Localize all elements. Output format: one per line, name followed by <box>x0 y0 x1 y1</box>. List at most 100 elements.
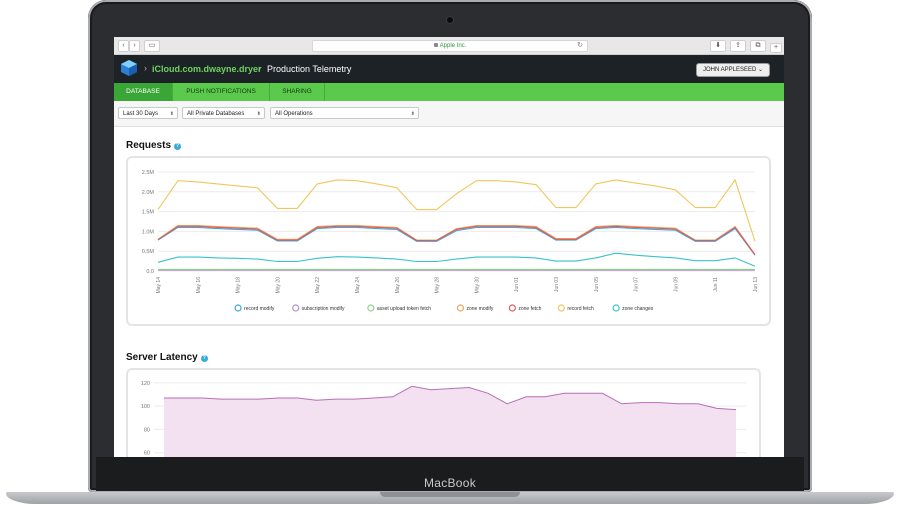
tab-database[interactable]: DATABASE <box>114 83 173 101</box>
reload-icon[interactable]: ↻ <box>577 42 583 49</box>
lock-icon <box>433 43 438 47</box>
forward-button[interactable]: › <box>129 40 140 52</box>
x-tick-label: Jun 05 <box>594 277 600 292</box>
latency-title: Server Latency? <box>126 352 208 363</box>
x-tick-label: Jun 11 <box>713 277 719 292</box>
requests-title: Requests? <box>126 140 182 151</box>
legend-label: zone changes <box>622 306 654 312</box>
database-select[interactable]: All Private Databases ⬍ <box>182 107 265 119</box>
x-tick-label: Jun 01 <box>514 277 520 292</box>
x-tick-label: Jun 13 <box>753 277 759 292</box>
legend-swatch <box>612 304 620 312</box>
breadcrumb-container[interactable]: iCloud.com.dwayne.dryer <box>152 64 262 74</box>
x-tick-label: May 24 <box>355 277 361 294</box>
legend-swatch <box>456 304 465 312</box>
x-tick-label: May 16 <box>196 277 202 294</box>
series-line <box>157 225 756 256</box>
cloudkit-logo-icon[interactable] <box>120 59 138 77</box>
filter-bar: Last 30 Days ⬍ All Private Databases ⬍ A… <box>114 101 784 127</box>
y-tick-label: 0.0 <box>146 269 154 275</box>
address-bar[interactable]: Apple Inc. ↻ <box>312 40 588 52</box>
date-range-select[interactable]: Last 30 Days ⬍ <box>118 107 178 119</box>
share-icon: ⇪ <box>735 42 741 49</box>
y-tick-label: 100 <box>141 404 150 410</box>
requests-title-text: Requests <box>126 140 172 151</box>
x-tick-label: May 26 <box>395 277 401 294</box>
sidebar-button[interactable]: ▭ <box>144 40 160 52</box>
y-tick-label: 0.5M <box>142 249 155 255</box>
tab-sharing[interactable]: SHARING <box>270 83 325 101</box>
x-tick-label: May 30 <box>474 277 480 294</box>
y-tick-label: 1.5M <box>142 210 155 216</box>
user-name: JOHN APPLESEED <box>702 67 757 73</box>
y-tick-label: 80 <box>144 427 150 433</box>
latency-line <box>164 385 737 411</box>
legend-label: subscription modify <box>302 306 345 312</box>
device-brand: MacBook <box>423 476 477 490</box>
legend-swatch <box>292 304 300 312</box>
requests-chart: 0.0 0.5M 1.0M 1.5M 2.0M 2.5M May 14 May 16 May … <box>142 170 759 312</box>
laptop-notch <box>380 492 520 497</box>
forward-icon: › <box>133 42 136 49</box>
screen: ‹ › ▭ Apple Inc. ↻ ⬇ ⇪ ⧉ + › iCloud.com.… <box>114 37 784 457</box>
tab-push-notifications[interactable]: PUSH NOTIFICATIONS <box>173 83 270 101</box>
help-icon[interactable]: ? <box>200 355 208 362</box>
x-tick-label: Jun 09 <box>673 277 679 292</box>
laptop-base <box>6 492 894 504</box>
tab-bar: DATABASE PUSH NOTIFICATIONS SHARING <box>114 83 784 101</box>
address-text: Apple Inc. <box>439 43 467 49</box>
series-line <box>157 226 756 256</box>
sidebar-icon: ▭ <box>148 42 156 49</box>
download-icon: ⬇ <box>715 42 721 49</box>
camera <box>447 17 453 23</box>
plus-icon: + <box>773 44 779 51</box>
app-header: › iCloud.com.dwayne.dryer › Production T… <box>114 55 784 83</box>
back-button[interactable]: ‹ <box>118 40 129 52</box>
latency-title-text: Server Latency <box>126 352 198 363</box>
bezel-bottom <box>96 457 804 491</box>
back-icon: ‹ <box>122 42 125 49</box>
date-range-value: Last 30 Days <box>123 111 159 117</box>
user-menu-button[interactable]: JOHN APPLESEED ⌄ <box>695 63 770 77</box>
chevron-down-icon: ⌄ <box>757 67 763 73</box>
operations-value: All Operations <box>275 111 313 117</box>
x-tick-label: May 18 <box>236 277 242 294</box>
new-tab-button[interactable]: + <box>770 43 782 53</box>
help-icon[interactable]: ? <box>174 143 182 150</box>
legend-swatch <box>557 304 565 312</box>
breadcrumb-separator: › <box>144 63 147 73</box>
latency-chart: 406080100120 <box>141 381 746 457</box>
select-arrows-icon: ⬍ <box>410 111 415 117</box>
download-button[interactable]: ⬇ <box>710 40 726 52</box>
browser-toolbar: ‹ › ▭ Apple Inc. ↻ ⬇ ⇪ ⧉ + <box>114 37 784 55</box>
x-tick-label: May 28 <box>435 277 441 294</box>
x-tick-label: May 20 <box>275 277 281 294</box>
select-arrows-icon: ⬍ <box>169 111 174 117</box>
y-tick-label: 60 <box>144 451 150 457</box>
y-tick-label: 1.0M <box>142 229 155 235</box>
y-tick-label: 2.5M <box>142 170 155 176</box>
legend-swatch <box>234 304 242 312</box>
legend-swatch <box>367 304 375 312</box>
legend-label: record fetch <box>567 306 594 312</box>
x-tick-label: May 22 <box>315 277 321 294</box>
x-tick-label: May 14 <box>156 277 162 294</box>
share-button[interactable]: ⇪ <box>730 40 746 52</box>
series-line <box>157 178 756 242</box>
page-title: Production Telemetry <box>267 64 352 74</box>
tabs-icon: ⧉ <box>755 42 761 49</box>
y-tick-label: 2.0M <box>142 190 155 196</box>
legend-label: record modify <box>244 306 275 312</box>
x-tick-label: Jun 03 <box>554 277 560 292</box>
tabs-button[interactable]: ⧉ <box>750 40 766 52</box>
requests-chart-panel: 0.0 0.5M 1.0M 1.5M 2.0M 2.5M May 14 May 16 May … <box>126 156 771 326</box>
database-value: All Private Databases <box>187 111 245 117</box>
series-line <box>157 224 756 255</box>
series-line <box>157 252 756 267</box>
legend-label: asset upload token fetch <box>377 306 431 312</box>
legend-label: zone modify <box>466 306 493 312</box>
breadcrumb-separator: › <box>258 63 261 73</box>
select-arrows-icon: ⬍ <box>256 111 261 117</box>
latency-chart-panel: 406080100120 <box>126 368 761 457</box>
operations-select[interactable]: All Operations ⬍ <box>270 107 419 119</box>
